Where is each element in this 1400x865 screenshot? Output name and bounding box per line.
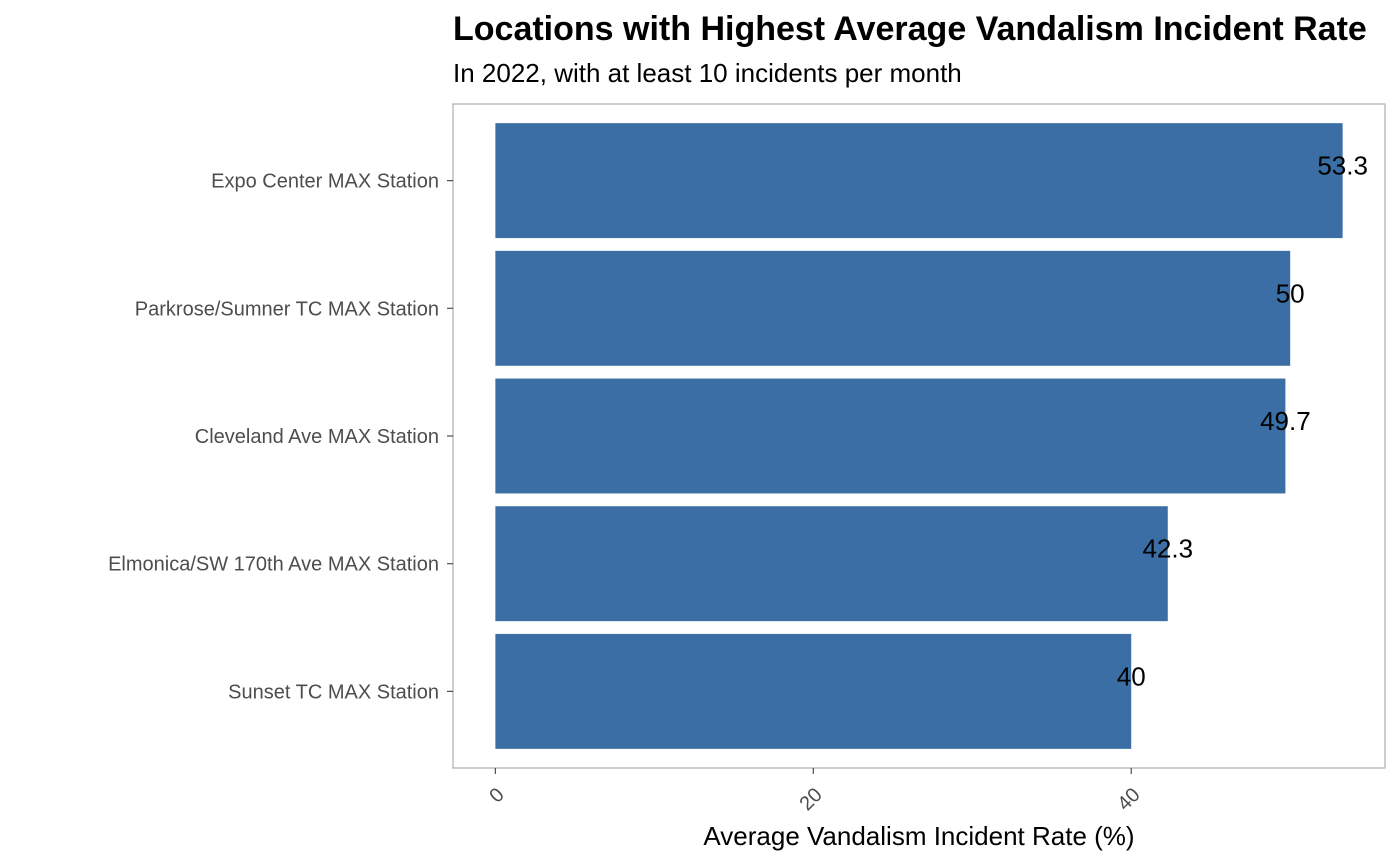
bar — [495, 506, 1168, 622]
chart-subtitle: In 2022, with at least 10 incidents per … — [453, 58, 962, 88]
x-axis-title: Average Vandalism Incident Rate (%) — [703, 821, 1134, 851]
x-tick-label: 40 — [1113, 784, 1144, 815]
bar — [495, 250, 1291, 366]
y-tick-label: Parkrose/Sumner TC MAX Station — [135, 298, 439, 320]
data-label: 40 — [1117, 661, 1146, 691]
data-label: 49.7 — [1260, 406, 1311, 436]
bar — [495, 633, 1132, 749]
x-tick-label: 20 — [795, 784, 826, 815]
bar — [495, 123, 1343, 239]
data-label: 42.3 — [1142, 534, 1193, 564]
y-tick-label: Elmonica/SW 170th Ave MAX Station — [108, 554, 439, 576]
y-tick-label: Expo Center MAX Station — [211, 171, 439, 193]
y-tick-label: Cleveland Ave MAX Station — [195, 426, 439, 448]
chart-title: Locations with Highest Average Vandalism… — [453, 10, 1367, 48]
data-label: 53.3 — [1317, 151, 1368, 181]
title-area: Locations with Highest Average Vandalism… — [0, 0, 1400, 100]
y-tick-label: Sunset TC MAX Station — [228, 681, 439, 703]
bar — [495, 378, 1286, 494]
data-label: 50 — [1276, 278, 1305, 308]
x-tick-label: 0 — [485, 784, 508, 807]
